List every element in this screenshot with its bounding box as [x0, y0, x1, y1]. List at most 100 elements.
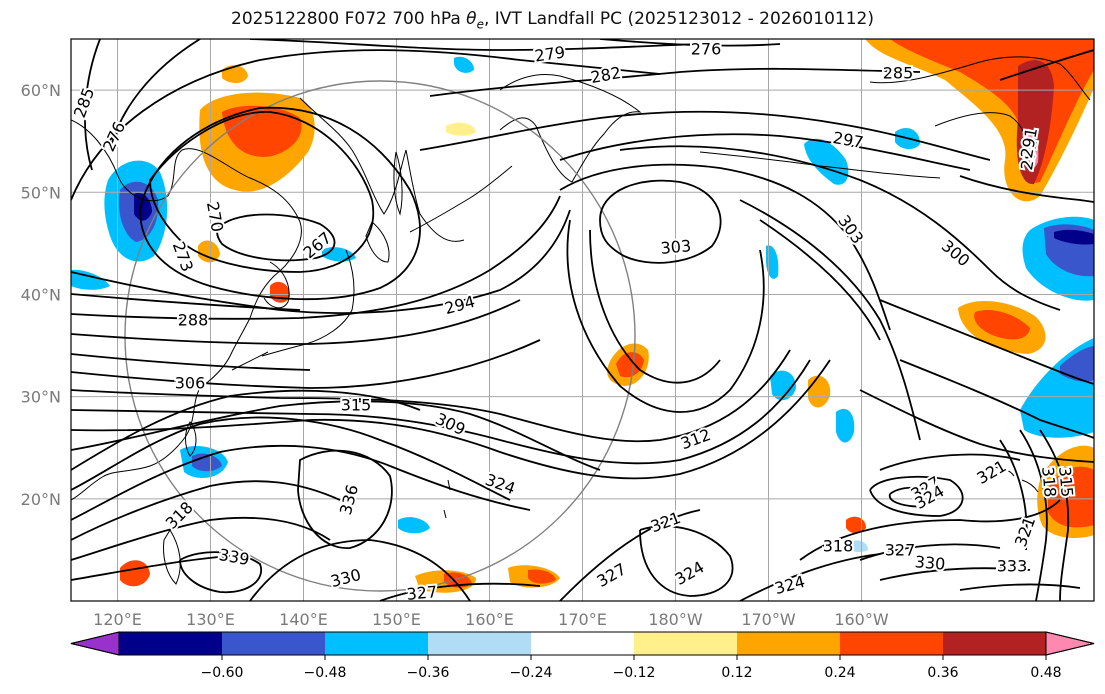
- contour-312-e: [859, 389, 1094, 463]
- coast-hawaii: [989, 467, 1039, 493]
- lon-tick-label: 140°E: [279, 610, 328, 629]
- shade-pos-2-pink: [1022, 128, 1039, 170]
- colorbar-segment: [222, 632, 326, 655]
- shade-pos-4-core: [616, 352, 644, 378]
- lat-tick-label: 20°N: [21, 490, 61, 509]
- contour-327-s: [379, 582, 541, 601]
- contour-285-nw: [84, 39, 101, 171]
- shade-pos-5-core: [1048, 466, 1094, 528]
- colorbar-extend-max: [1045, 631, 1095, 656]
- contour-east-1: [739, 199, 921, 441]
- shade-neg-7: [836, 408, 855, 443]
- contour-282-north: [71, 49, 661, 201]
- contour-label: 276: [691, 40, 722, 59]
- contour-306: [71, 349, 791, 443]
- shade-neg-13: [454, 56, 474, 73]
- contour-297-w: [71, 299, 521, 345]
- contour-339: [179, 551, 263, 593]
- colorbar-tick-label: −0.36: [407, 665, 450, 681]
- colorbar-outline: [70, 631, 1095, 656]
- contour-327-e: [859, 543, 1001, 561]
- contour-336: [297, 449, 393, 549]
- lon-tick-label: 150°E: [372, 610, 421, 629]
- contour-291-w: [71, 293, 301, 311]
- shade-neg-6: [770, 370, 796, 401]
- coastlines: [71, 56, 1091, 585]
- axis-labels: 120°E 130°E 140°E 150°E 160°E 170°E 180°W 170°W…: [21, 81, 889, 629]
- colorbar-tick-label: −0.60: [201, 665, 244, 681]
- contour-270: [149, 111, 375, 273]
- lon-tick-label: 180°W: [648, 610, 703, 629]
- colorbar-tick-label: 0.12: [721, 665, 752, 681]
- contour-327-ring: [888, 486, 936, 508]
- lon-tick-label: 160°E: [465, 610, 514, 629]
- shade-pos-12: [222, 65, 248, 83]
- coast-japan-hokkaido: [365, 221, 390, 263]
- shade-neg-4: [804, 138, 849, 185]
- contour-318-s: [799, 499, 1061, 561]
- coast-taiwan: [185, 421, 197, 457]
- ivt-shading: [71, 39, 1094, 593]
- chart-title: 2025122800 F072 700 hPa θe, IVT Landfall…: [0, 9, 1105, 31]
- contour-279: [249, 39, 701, 51]
- shade-pos-11: [198, 240, 220, 263]
- contour-309: [71, 359, 811, 465]
- lat-tick-label: 50°N: [21, 183, 61, 202]
- contour-315-e: [1039, 429, 1070, 601]
- lon-tick-label: 170°W: [741, 610, 796, 629]
- contour-label: 330: [914, 552, 946, 574]
- contour-291-n: [419, 110, 991, 161]
- lat-tick-label: 40°N: [21, 285, 61, 304]
- coast-kamchatka: [499, 74, 642, 183]
- coast-alaska: [869, 56, 1091, 101]
- contour-label: 285: [883, 64, 914, 83]
- contour-label: 315: [341, 396, 372, 415]
- contour-300-w: [71, 353, 311, 371]
- colorbar-segment: [634, 632, 738, 655]
- colorbar-tick-label: −0.24: [510, 665, 553, 681]
- contour-label: 327: [406, 582, 438, 604]
- contour-324-e: [739, 553, 881, 601]
- lon-tick-label: 130°E: [186, 610, 235, 629]
- contour-267: [216, 213, 336, 262]
- contour-324-w: [71, 444, 531, 521]
- contour-label: 327: [885, 541, 916, 560]
- coast-philippines: [163, 529, 181, 585]
- contour-324-ring: [869, 475, 964, 517]
- coast-alaska-sw: [934, 112, 1026, 151]
- coast-kurils: [409, 165, 513, 233]
- shade-neg-1-dark: [134, 193, 152, 221]
- lat-tick-label: 30°N: [21, 388, 61, 407]
- title-subscript: e: [476, 17, 484, 32]
- contour-333-e: [959, 583, 1081, 591]
- contour-306-e: [879, 299, 1094, 385]
- contour-324-s: [559, 509, 701, 601]
- contour-303: [559, 163, 891, 331]
- contour-ne-2: [999, 49, 1094, 81]
- contour-315: [71, 400, 601, 471]
- contour-300: [619, 145, 1061, 311]
- contour-label: 333: [997, 557, 1028, 576]
- landfall-circle: [124, 80, 636, 592]
- colorbar-tick-label: 0.48: [1030, 665, 1061, 681]
- contour-321-w: [71, 416, 511, 501]
- coast-manchuria: [299, 97, 465, 242]
- coast-japan-honshu: [261, 249, 355, 357]
- lon-tick-label: 160°W: [834, 610, 889, 629]
- lat-tick-label: 60°N: [21, 81, 61, 100]
- lon-tick-label: 170°E: [558, 610, 607, 629]
- contour-east-2: [759, 219, 881, 341]
- contour-kam-1: [566, 219, 765, 413]
- contour-318: [71, 389, 421, 471]
- contour-294: [71, 209, 571, 314]
- shade-neg-10: [398, 517, 430, 534]
- contour-297: [559, 133, 971, 171]
- title-theta: θ: [466, 9, 477, 29]
- colorbar-segment: [737, 632, 841, 655]
- contour-333-w: [71, 555, 231, 581]
- contour-312: [71, 359, 831, 480]
- colorbar-segment: [119, 632, 223, 655]
- colorbar-tick-label: 0.36: [927, 665, 958, 681]
- contour-330-w: [71, 516, 331, 561]
